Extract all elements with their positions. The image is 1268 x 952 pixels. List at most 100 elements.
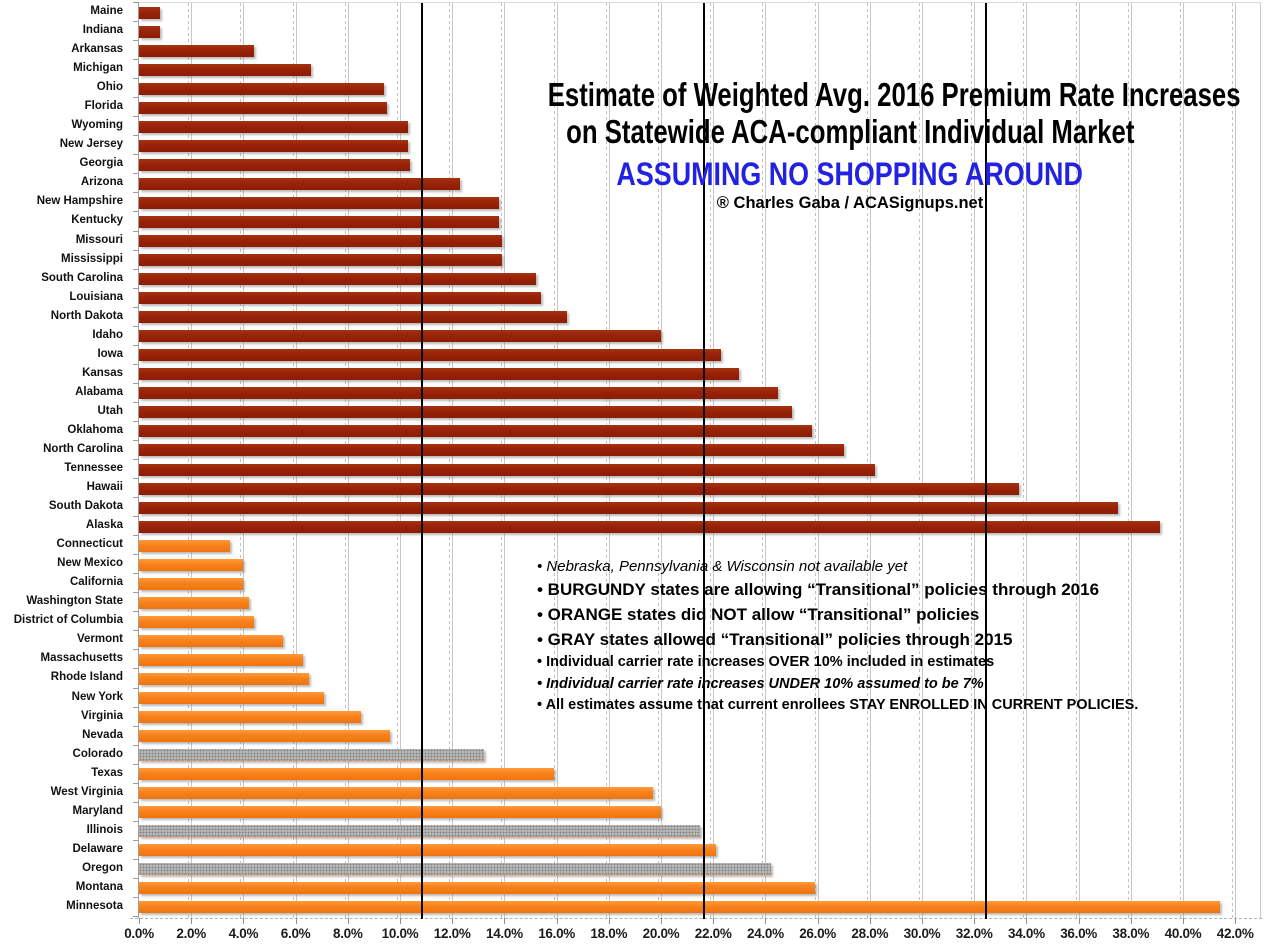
gridline	[243, 3, 245, 919]
bar-south-carolina	[139, 273, 536, 286]
x-tick	[243, 918, 245, 924]
gridline	[974, 3, 976, 919]
state-label: Arkansas	[71, 43, 123, 56]
y-tick	[133, 211, 138, 213]
reference-line	[984, 3, 987, 919]
gridline	[504, 3, 506, 919]
y-tick	[133, 858, 138, 860]
state-label: South Dakota	[48, 500, 123, 513]
gridline	[400, 3, 401, 919]
gridline	[1026, 3, 1028, 919]
y-tick	[133, 649, 138, 651]
bar-arkansas	[139, 44, 254, 57]
state-label: Indiana	[82, 24, 123, 37]
x-tick-label: 22.0%	[694, 926, 732, 941]
y-tick	[133, 344, 138, 346]
bar-vermont	[139, 634, 283, 647]
state-label: Missouri	[75, 233, 123, 246]
note-line: • Individual carrier rate increases OVER…	[537, 654, 995, 670]
y-tick	[133, 782, 138, 784]
x-tick	[452, 918, 454, 924]
x-tick	[139, 918, 140, 924]
state-label: Hawaii	[86, 481, 123, 494]
chart-subtitle: ASSUMING NO SHOPPING AROUND	[616, 156, 1084, 192]
gridline-minor	[553, 3, 555, 919]
gridline-minor	[814, 3, 816, 919]
y-tick	[133, 478, 138, 480]
bar-maine	[139, 6, 160, 19]
bar-south-dakota	[139, 501, 1118, 514]
bar-iowa	[139, 349, 722, 362]
y-tick	[133, 97, 138, 99]
x-tick	[1078, 918, 1080, 924]
y-tick	[133, 21, 138, 23]
x-tick	[869, 918, 871, 924]
bar-louisiana	[139, 292, 541, 305]
gridline-minor	[919, 3, 920, 919]
state-label: Georgia	[79, 157, 123, 170]
x-tick	[191, 918, 193, 924]
bar-oklahoma	[139, 425, 813, 438]
y-tick	[133, 306, 138, 308]
x-tick-label: 20.0%	[642, 926, 680, 941]
y-tick	[133, 706, 138, 708]
y-tick	[133, 420, 138, 422]
x-tick	[1130, 918, 1132, 924]
x-tick-label: 38.0%	[1112, 926, 1150, 941]
gridline	[347, 3, 349, 919]
chart-credit: ® Charles Gaba / ACASignups.net	[716, 194, 984, 212]
bar-alabama	[139, 387, 779, 400]
bar-minnesota	[139, 901, 1220, 914]
y-tick	[133, 268, 138, 270]
state-label: Illinois	[86, 823, 123, 836]
bar-montana	[139, 882, 815, 895]
gridline	[556, 3, 558, 919]
y-tick	[133, 459, 138, 460]
bar-oregon	[139, 863, 771, 876]
note-line: • BURGUNDY states are allowing “Transiti…	[537, 580, 1100, 599]
bar-virginia	[139, 711, 361, 724]
gridline	[452, 3, 454, 919]
gridline	[922, 3, 923, 919]
gridline-minor	[292, 3, 294, 919]
bar-new-hampshire	[139, 196, 500, 209]
bar-north-dakota	[139, 311, 568, 324]
state-label: Minnesota	[66, 899, 123, 912]
gridline-minor	[762, 3, 764, 919]
bar-ohio	[139, 82, 385, 95]
x-tick-label: 36.0%	[1060, 926, 1097, 941]
gridline-minor	[605, 3, 607, 919]
gridline-minor	[449, 3, 451, 919]
state-label: Vermont	[76, 633, 123, 646]
state-label: Louisiana	[69, 290, 123, 303]
gridline-minor	[1232, 3, 1234, 919]
x-tick	[713, 918, 715, 924]
y-axis-line	[138, 2, 139, 918]
bar-maryland	[139, 806, 661, 819]
x-tick	[817, 918, 819, 924]
state-label: Utah	[97, 404, 123, 417]
state-label: Mississippi	[61, 252, 123, 265]
y-tick	[133, 630, 138, 632]
y-tick	[133, 896, 138, 898]
bar-texas	[139, 768, 554, 781]
bar-kansas	[139, 368, 740, 381]
state-label: Texas	[91, 766, 123, 779]
y-tick	[133, 573, 138, 575]
state-label: South Carolina	[41, 271, 123, 284]
x-tick-label: 4.0%	[228, 926, 259, 941]
y-tick	[133, 592, 138, 594]
bar-utah	[139, 406, 792, 419]
state-label: Idaho	[92, 328, 123, 341]
state-label: Washington State	[26, 595, 123, 608]
bar-district-of-columbia	[139, 615, 254, 628]
gridline	[869, 3, 871, 919]
state-label: District of Columbia	[13, 614, 123, 627]
bar-north-carolina	[139, 444, 844, 457]
x-tick-label: 6.0%	[280, 926, 311, 941]
y-tick	[133, 497, 138, 499]
x-tick-label: 2.0%	[176, 926, 206, 941]
x-tick-label: 32.0%	[955, 926, 993, 941]
reference-line	[420, 3, 423, 919]
x-tick-label: 26.0%	[799, 926, 836, 941]
